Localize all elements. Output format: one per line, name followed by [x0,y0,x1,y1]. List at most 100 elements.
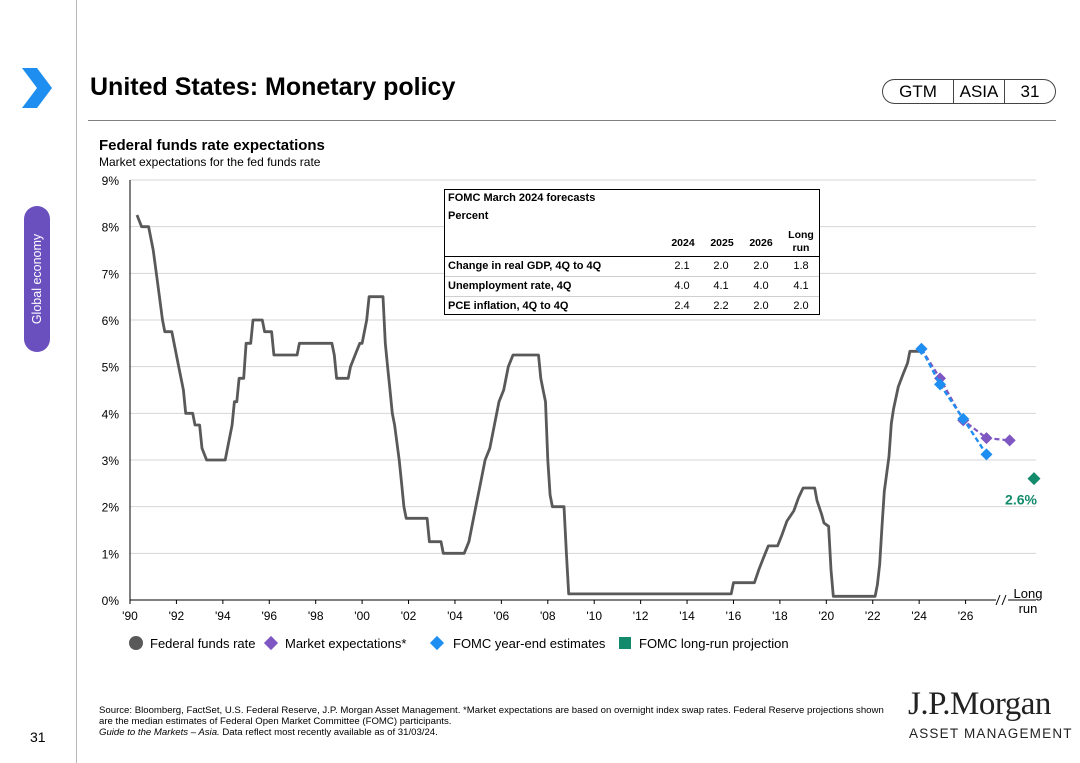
axis-break-mark [1001,594,1007,606]
table-divider [445,296,819,297]
y-tick-label: 6% [102,314,120,328]
x-tick-label: '10 [586,609,602,623]
sidebar-divider [76,0,77,763]
legend-label: FOMC long-run projection [639,635,789,651]
y-tick-label: 4% [102,407,120,421]
table-cell: 4.0 [753,280,769,292]
section-tab [24,206,50,352]
y-tick-label: 7% [102,267,120,281]
x-tick-label: '26 [958,609,974,623]
diamond-marker-icon [263,635,279,651]
legend-label: Market expectations* [285,635,407,651]
fomc-estimates-line [920,348,988,456]
market-expectation-point [934,372,947,385]
chart-subtitle: Market expectations for the fed funds ra… [99,155,321,169]
page-tag: 31 [1020,81,1040,101]
x-tick-label: '22 [865,609,881,623]
y-tick-label: 5% [102,361,120,375]
source-note: Source: Bloomberg, FactSet, U.S. Federal… [99,705,889,738]
federal-funds-rate-line [135,214,920,598]
table-col-header: 2024 [671,237,695,249]
table-cell: 2.2 [713,300,729,312]
market-expectation-point [1003,434,1016,447]
table-cell: 2.0 [793,300,809,312]
asset-management-label: ASSET MANAGEMENT [909,726,1073,741]
x-tick-label: '18 [772,609,788,623]
x-tick-label: '94 [215,609,231,623]
gtm-label: GTM [899,81,937,101]
table-col-header: 2025 [710,237,734,249]
page-title: United States: Monetary policy [90,73,456,101]
legend-item-fomc-year-end: FOMC year-end estimates [429,634,606,652]
market-expectation-point [980,432,993,445]
y-tick-label: 3% [102,454,120,468]
table-cell: 4.1 [793,280,809,292]
table-cell: 2.0 [713,260,729,272]
legend-label: FOMC year-end estimates [453,635,606,651]
table-cell: 2.0 [753,300,769,312]
y-tick-label: 0% [102,594,120,608]
y-tick-label: 1% [102,547,120,561]
fomc-estimate-point [957,412,970,425]
x-tick-label: '02 [401,609,417,623]
source-text: Source: Bloomberg, FactSet, U.S. Federal… [99,705,884,727]
table-cell: 4.1 [713,280,729,292]
x-tick-label: '92 [169,609,185,623]
x-tick-label: '06 [494,609,510,623]
long-run-value-label: 2.6% [1005,492,1037,508]
long-run-label-2: run [1019,601,1038,616]
table-cell: 4.0 [674,280,690,292]
header-divider [88,120,1056,121]
fomc-forecast-table: FOMC March 2024 forecasts Percent 2024 2… [444,189,820,315]
circle-marker-icon [129,636,143,650]
table-row-label: Unemployment rate, 4Q [448,280,572,292]
table-cell: 2.4 [674,300,690,312]
legend-item-federal-funds-rate: Federal funds rate [129,634,256,652]
y-tick-label: 2% [102,501,120,515]
source-guide-title: Guide to the Markets – Asia. [99,727,220,738]
x-tick-label: '20 [818,609,834,623]
legend-item-market-expectations: Market expectations* [263,634,407,652]
market-expectations-line [920,348,1010,442]
y-tick-label: 8% [102,221,120,235]
fomc-estimate-point [980,448,993,461]
region-label: ASIA [959,81,999,101]
x-tick-label: '98 [308,609,324,623]
table-row-label: PCE inflation, 4Q to 4Q [448,300,569,312]
table-title: FOMC March 2024 forecasts [448,192,596,204]
table-cell: 2.1 [674,260,690,272]
table-divider [445,276,819,277]
chevron-right-icon [22,68,52,108]
axis-break-mark [995,594,1001,606]
square-marker-icon [619,637,631,649]
source-date: Data reflect most recently available as … [219,727,438,738]
x-tick-label: '12 [633,609,649,623]
table-col-header: Long run [788,229,814,254]
gtm-tag: GTM ASIA 31 [882,79,1056,104]
fomc-estimate-point [915,342,928,355]
x-tick-label: '96 [261,609,277,623]
fomc-long-run-point [1027,472,1041,486]
x-tick-label: '14 [679,609,695,623]
table-divider [445,256,819,257]
jpmorgan-logo: J.P.Morgan [908,686,1051,722]
table-row-label: Change in real GDP, 4Q to 4Q [448,260,602,272]
page-number: 31 [30,729,46,745]
x-tick-label: '24 [911,609,927,623]
table-cell: 1.8 [793,260,809,272]
x-tick-label: '90 [122,609,138,623]
y-tick-label: 9% [102,174,120,188]
x-tick-label: '00 [354,609,370,623]
fomc-estimate-point [934,378,947,391]
legend-label: Federal funds rate [150,635,256,651]
x-tick-label: '04 [447,609,463,623]
x-tick-label: '08 [540,609,556,623]
diamond-marker-icon [429,635,445,651]
table-subtitle: Percent [448,210,489,222]
table-cell: 2.0 [753,260,769,272]
table-col-header: 2026 [749,237,773,249]
legend-item-fomc-long-run: FOMC long-run projection [619,634,789,652]
long-run-label: Long [1014,586,1043,601]
chart-title: Federal funds rate expectations [99,137,325,154]
